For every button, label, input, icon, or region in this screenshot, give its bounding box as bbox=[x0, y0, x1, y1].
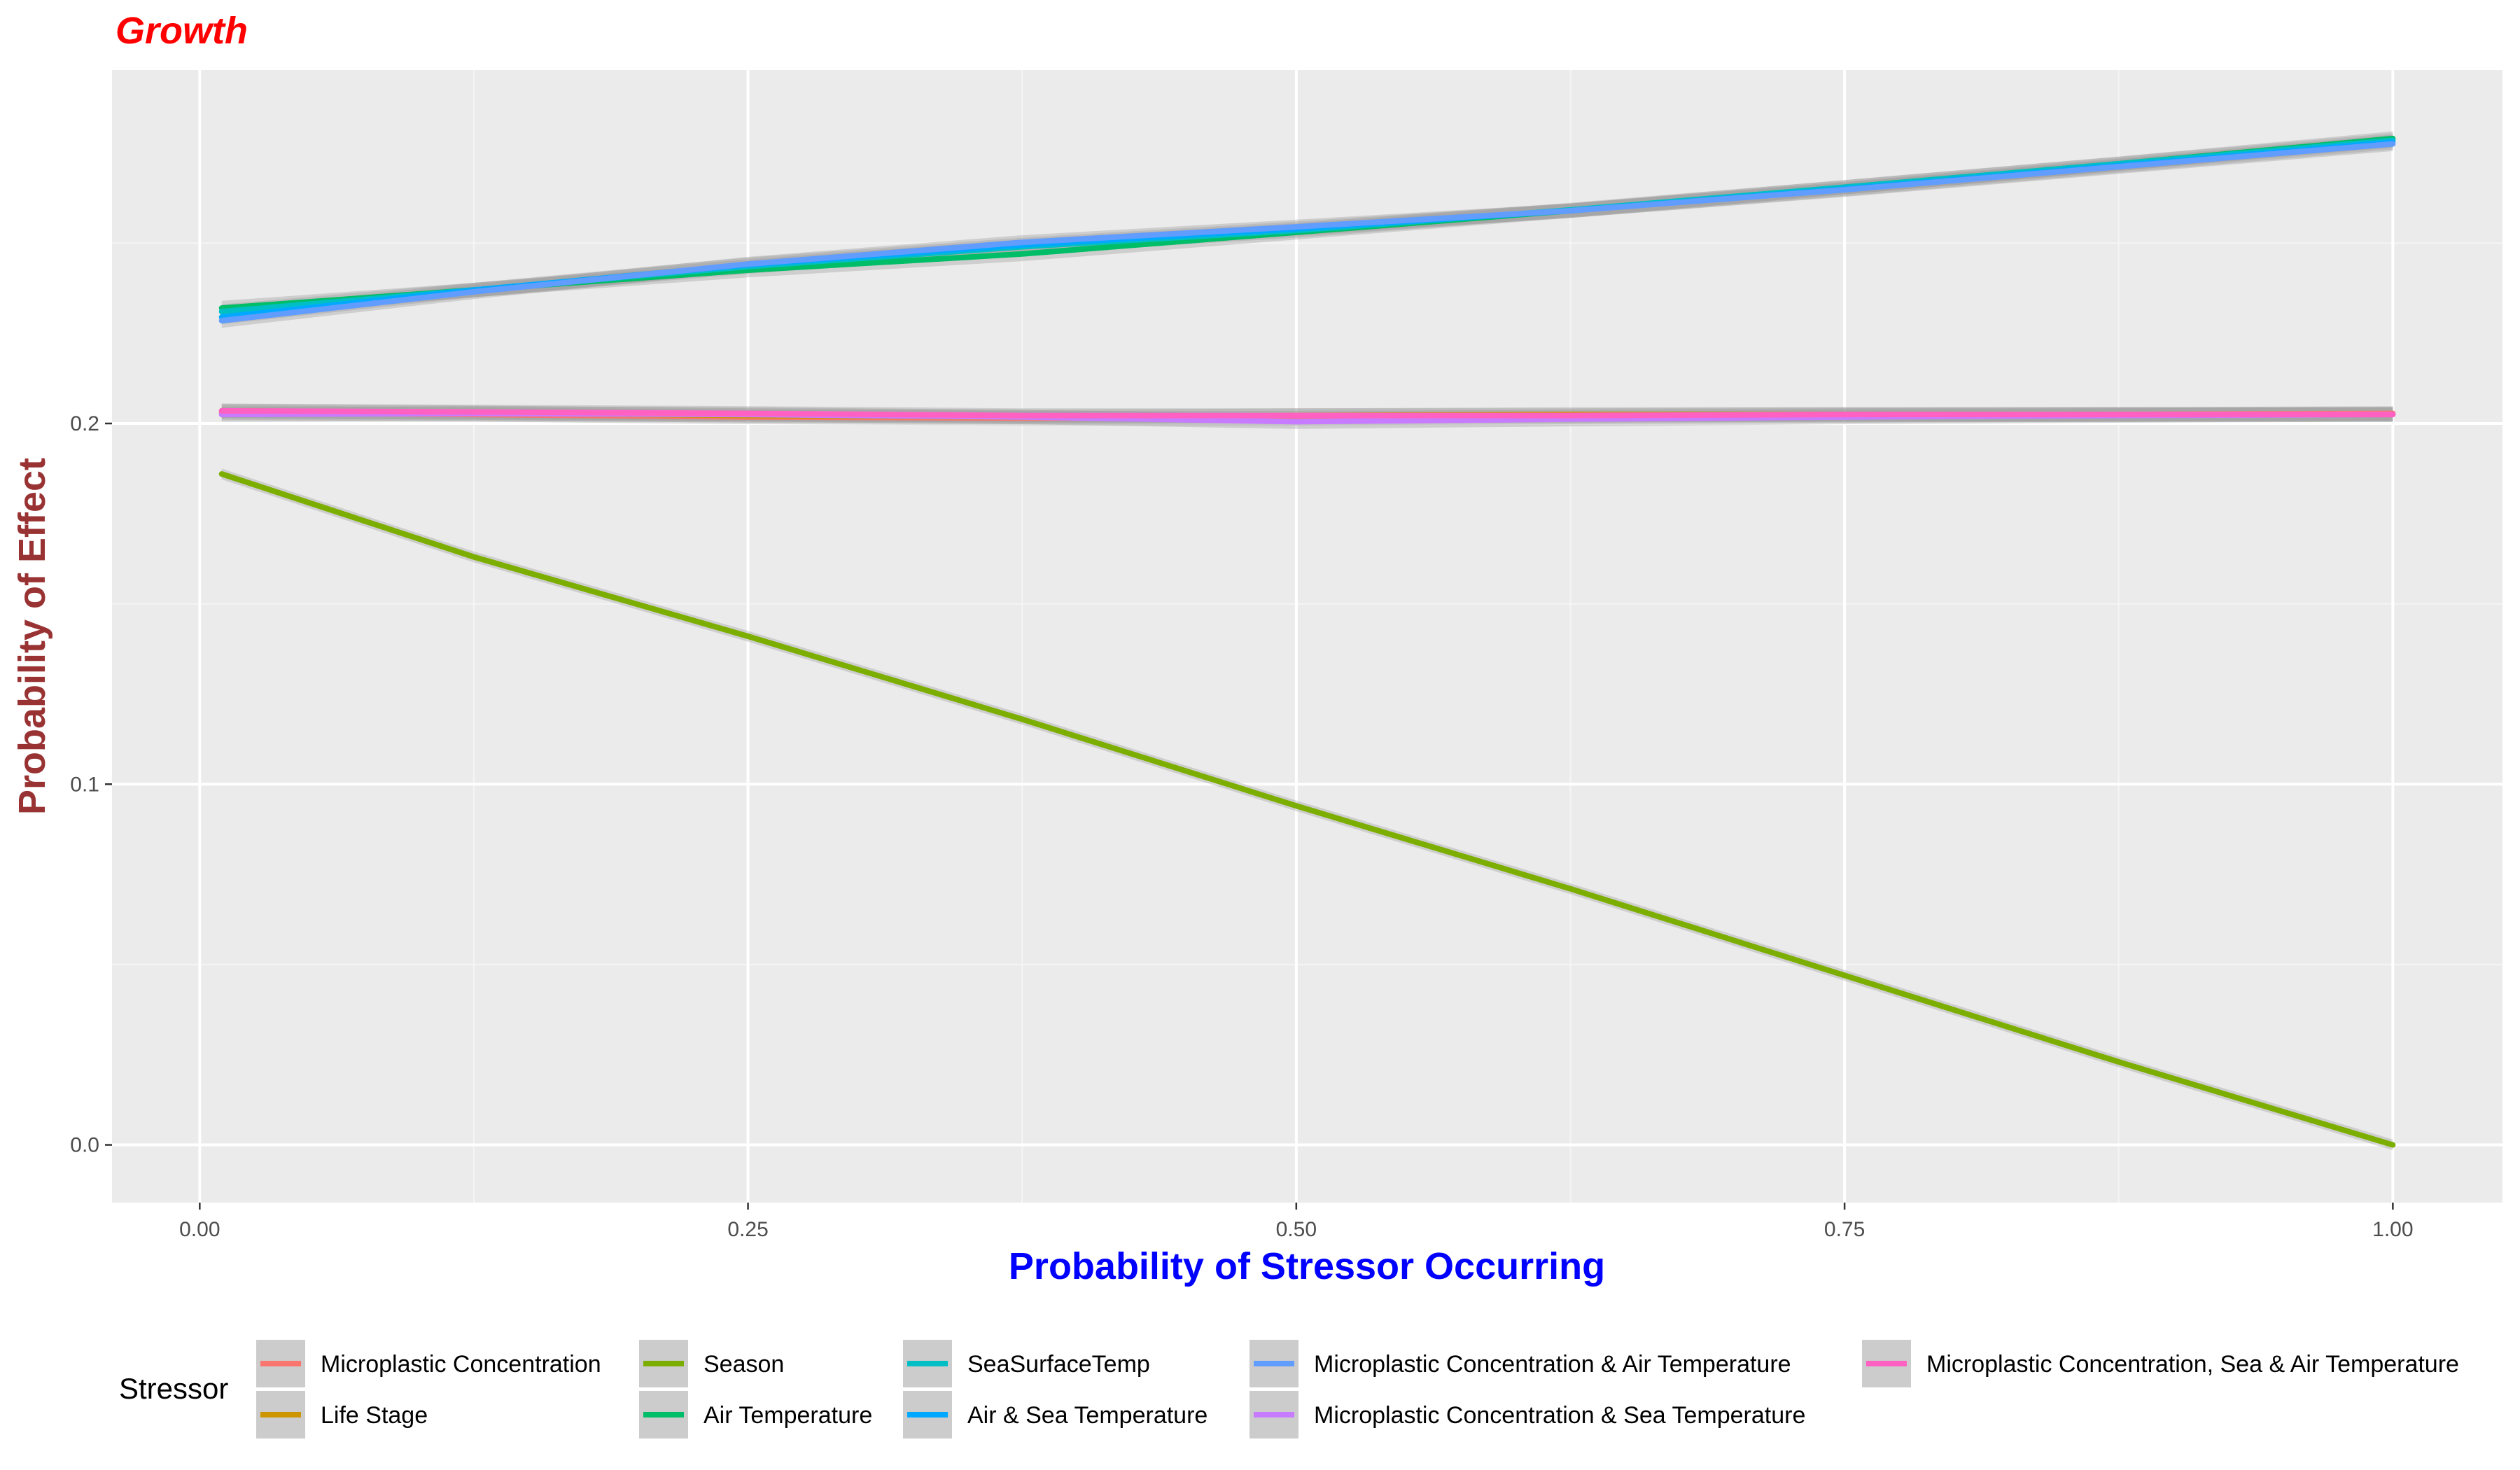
legend-label: Season bbox=[704, 1351, 784, 1378]
legend-label: Air & Sea Temperature bbox=[967, 1402, 1208, 1429]
legend-label: Microplastic Concentration, Sea & Air Te… bbox=[1926, 1351, 2459, 1378]
legend-label: Microplastic Concentration & Air Tempera… bbox=[1314, 1351, 1791, 1378]
legend-items: Microplastic Concentration Life Stage Seas… bbox=[256, 1340, 2459, 1438]
legend-item: Microplastic Concentration bbox=[256, 1340, 601, 1387]
y-tick-label: 0.2 bbox=[70, 412, 99, 435]
major-gridlines bbox=[112, 70, 2502, 1203]
series-lines bbox=[218, 135, 2396, 1148]
y-tick-label: 0.0 bbox=[70, 1134, 99, 1157]
legend-item: Life Stage bbox=[256, 1391, 428, 1438]
legend: Stressor Microplastic Concentration Life … bbox=[119, 1340, 2459, 1438]
legend-title: Stressor bbox=[119, 1372, 228, 1405]
x-tick-label: 0.25 bbox=[727, 1218, 768, 1241]
legend-item: Air & Sea Temperature bbox=[903, 1391, 1208, 1438]
x-axis-ticks: 0.00 0.25 0.50 0.75 1.00 bbox=[179, 1203, 2414, 1241]
x-tick-label: 1.00 bbox=[2372, 1218, 2413, 1241]
series-line bbox=[218, 471, 2396, 1148]
x-axis-title: Probability of Stressor Occurring bbox=[1009, 1245, 1605, 1287]
series-line bbox=[218, 141, 2396, 324]
legend-item: Microplastic Concentration, Sea & Air Te… bbox=[1862, 1340, 2459, 1387]
legend-label: Life Stage bbox=[321, 1402, 428, 1429]
x-tick-label: 0.00 bbox=[179, 1218, 220, 1241]
x-tick-label: 0.50 bbox=[1276, 1218, 1317, 1241]
legend-item: Season bbox=[639, 1340, 784, 1387]
legend-item: Microplastic Concentration & Air Tempera… bbox=[1250, 1340, 1791, 1387]
minor-gridlines bbox=[112, 70, 2502, 1203]
legend-label: Microplastic Concentration bbox=[321, 1351, 601, 1378]
y-axis-title: Probability of Effect bbox=[11, 458, 53, 815]
x-tick-label: 0.75 bbox=[1824, 1218, 1865, 1241]
y-tick-label: 0.1 bbox=[70, 773, 99, 796]
legend-item: Microplastic Concentration & Sea Tempera… bbox=[1250, 1391, 1805, 1438]
chart-title: Growth bbox=[115, 10, 248, 52]
legend-item: SeaSurfaceTemp bbox=[903, 1340, 1150, 1387]
series-line bbox=[218, 407, 2396, 419]
legend-item: Air Temperature bbox=[639, 1391, 872, 1438]
plot-panel bbox=[112, 70, 2502, 1203]
legend-label: SeaSurfaceTemp bbox=[967, 1351, 1150, 1378]
legend-label: Air Temperature bbox=[704, 1402, 872, 1429]
legend-label: Microplastic Concentration & Sea Tempera… bbox=[1314, 1402, 1805, 1429]
y-axis-ticks: 0.0 0.1 0.2 bbox=[70, 412, 112, 1157]
